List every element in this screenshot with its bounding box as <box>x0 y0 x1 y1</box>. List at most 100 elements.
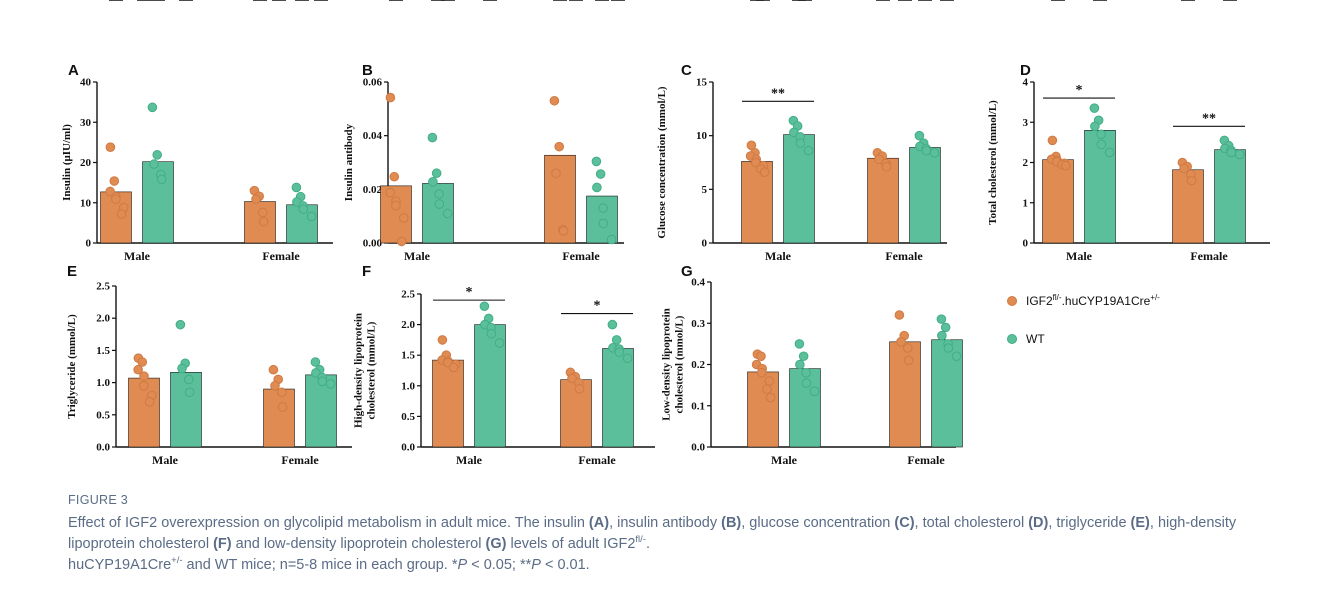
y-axis-label: Triglyceride (mmol/L) <box>66 314 78 419</box>
data-point <box>801 367 811 378</box>
data-point <box>558 226 569 236</box>
data-point <box>929 148 940 158</box>
panel-label: A <box>68 62 79 79</box>
data-point <box>794 339 805 349</box>
y-tick-label: 0 <box>86 238 92 250</box>
data-point <box>1226 147 1237 158</box>
legend-marker-igf2 <box>1007 296 1017 306</box>
data-point <box>757 367 767 378</box>
data-point <box>1104 147 1115 158</box>
x-tick-label: Female <box>885 249 923 263</box>
legend: IGF2fl/-.huCYP19A1Cre+/- WT <box>1007 293 1160 346</box>
significance-label: ** <box>1202 111 1216 126</box>
y-tick-label: 4 <box>1023 77 1029 89</box>
data-point <box>389 171 400 182</box>
data-point <box>175 319 186 330</box>
data-point <box>943 343 954 353</box>
data-point <box>310 357 321 367</box>
y-tick-label: 1.0 <box>401 380 415 392</box>
panel-label: C <box>681 62 692 79</box>
data-point <box>903 343 913 353</box>
y-tick-label: 2.0 <box>96 313 110 325</box>
data-point <box>765 392 776 403</box>
bar <box>909 147 941 244</box>
caption-text: Effect of IGF2 overexpression on glycoli… <box>68 515 1237 573</box>
panel-label: E <box>67 263 77 280</box>
legend-igf2-sup1: fl/- <box>1053 293 1062 302</box>
data-point <box>111 194 121 204</box>
y-tick-label: 1 <box>1023 197 1029 209</box>
data-point <box>1179 163 1189 174</box>
data-point <box>622 353 633 364</box>
data-point <box>764 376 775 386</box>
data-point <box>798 351 809 362</box>
bar <box>432 359 464 448</box>
data-point <box>306 211 317 222</box>
data-point <box>494 338 505 348</box>
x-tick-label: Female <box>262 249 300 263</box>
data-point <box>598 218 609 229</box>
chart-panel-g: G 0.0 0.1 0.2 0.3 0.4 Low-density lipoprotein c… <box>661 0 963 467</box>
data-point <box>914 130 925 141</box>
data-point <box>936 314 947 324</box>
significance-label: * <box>594 299 601 314</box>
legend-label-igf2: IGF2fl/-.huCYP19A1Cre+/- <box>1026 293 1160 308</box>
legend-igf2-main: IGF2 <box>1026 294 1053 308</box>
data-point <box>137 357 148 367</box>
chart-panel-d: D 0 1 2 3 4 Total cholesterol (mmol/L) Male Fema… <box>987 0 1270 263</box>
y-tick-label: 0.04 <box>363 130 383 142</box>
data-point <box>592 182 602 193</box>
data-point <box>801 378 812 388</box>
figure-panel <box>56 27 1272 507</box>
data-point <box>251 194 261 204</box>
data-point <box>756 351 766 362</box>
chart-panel-f: F 0.0 0.5 1.0 1.5 2.0 2.5 High-density lipoprot… <box>353 0 655 467</box>
y-tick-label: 0.06 <box>363 77 383 89</box>
data-point <box>184 387 195 398</box>
bar <box>170 371 202 448</box>
data-point <box>139 371 149 381</box>
data-point <box>277 402 288 412</box>
legend-marker-wt <box>1007 334 1017 344</box>
panel-label: B <box>362 62 373 79</box>
data-point <box>1089 103 1100 113</box>
chart-panel-b: B 0.00 0.02 0.04 0.06 Insulin antibody Male Fem… <box>343 0 624 263</box>
data-point <box>881 161 892 172</box>
data-point <box>759 167 770 177</box>
y-tick-label: 0.02 <box>363 184 383 196</box>
data-point <box>611 335 622 345</box>
y-tick-label: 10 <box>696 130 708 142</box>
data-point <box>551 168 561 179</box>
data-point <box>937 330 947 341</box>
data-point <box>803 145 814 156</box>
data-point <box>940 322 951 333</box>
data-point <box>105 142 116 153</box>
y-tick-label: 1.5 <box>401 350 415 362</box>
significance-label: * <box>1076 83 1083 98</box>
y-tick-label: 10 <box>80 197 92 209</box>
chart-panel-a: A 0 10 20 30 40 Insulin (μIU/ml) Male Female <box>61 0 333 263</box>
data-point <box>591 156 602 167</box>
y-tick-label: 0.4 <box>691 277 705 289</box>
data-point <box>874 154 884 165</box>
y-tick-label: 0.5 <box>401 411 415 423</box>
data-point <box>109 176 120 186</box>
data-point <box>1090 121 1100 132</box>
x-tick-label: Male <box>124 249 151 263</box>
x-tick-label: Male <box>1066 249 1093 263</box>
data-point <box>1234 149 1245 160</box>
data-point <box>385 92 396 103</box>
data-point <box>1047 135 1058 146</box>
panel-label: D <box>1020 62 1031 79</box>
data-point <box>427 132 438 143</box>
y-tick-label: 3 <box>1023 117 1029 129</box>
data-point <box>385 187 395 198</box>
y-axis-label: Insulin antibody <box>343 123 355 201</box>
y-tick-label: 2.5 <box>96 281 110 293</box>
data-point <box>595 169 606 179</box>
data-point <box>428 177 438 187</box>
data-point <box>431 168 442 179</box>
significance-label: ** <box>771 86 785 101</box>
legend-igf2-sup2: +/- <box>1150 293 1160 302</box>
data-point <box>139 381 149 391</box>
